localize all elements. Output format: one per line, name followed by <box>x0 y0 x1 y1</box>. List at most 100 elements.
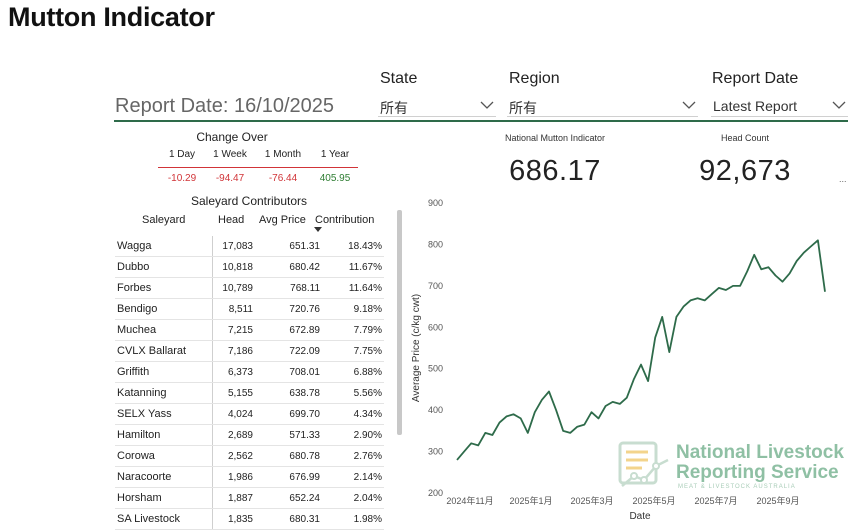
table-row[interactable]: SA Livestock 1,835 680.31 1.98% <box>115 508 384 530</box>
saleyard-cell: Katanning <box>115 382 213 404</box>
contribution-cell: 4.34% <box>322 403 384 425</box>
col-header-saleyard[interactable]: Saleyard <box>142 214 186 226</box>
contribution-cell: 7.75% <box>322 340 384 362</box>
table-row[interactable]: Naracoorte 1,986 676.99 2.14% <box>115 466 384 488</box>
contribution-cell: 18.43% <box>322 236 384 257</box>
price-line-chart: 200 300 400 500 600 700 800 900 2024年11月 2025年1月 2… <box>411 198 826 520</box>
series-line <box>456 239 826 461</box>
table-row[interactable]: Corowa 2,562 680.78 2.76% <box>115 445 384 467</box>
avg-price-cell: 638.78 <box>255 382 322 404</box>
watermark-line3: MEAT & LIVESTOCK AUSTRALIA <box>678 484 796 490</box>
saleyard-cell: Griffith <box>115 361 213 383</box>
table-row[interactable]: Katanning 5,155 638.78 5.56% <box>115 382 384 404</box>
head-count-label: Head Count <box>720 133 770 143</box>
saleyard-cell: Wagga <box>115 236 213 257</box>
watermark-line1: National Livestock <box>676 442 844 463</box>
col-header-head[interactable]: Head <box>218 214 245 226</box>
head-cell: 6,373 <box>212 361 255 383</box>
contribution-cell: 2.04% <box>322 487 384 509</box>
y-tick-label: 600 <box>428 322 443 332</box>
nlrs-logo-icon <box>618 441 669 487</box>
change-1-day: -10.29 <box>167 173 197 184</box>
report-date-filter-label: Report Date <box>712 70 799 87</box>
saleyard-cell: Horsham <box>115 487 213 509</box>
y-tick-label: 500 <box>428 364 443 374</box>
state-dropdown[interactable]: 所有 <box>378 95 496 117</box>
avg-price-cell: 680.42 <box>255 256 322 278</box>
contribution-cell: 7.79% <box>322 319 384 341</box>
state-dropdown-value: 所有 <box>380 100 408 116</box>
region-dropdown[interactable]: 所有 <box>507 95 698 117</box>
table-row[interactable]: Hamilton 2,689 571.33 2.90% <box>115 424 384 446</box>
x-tick-label: 2025年9月 <box>756 495 799 506</box>
saleyard-cell: CVLX Ballarat <box>115 340 213 362</box>
more-options-icon[interactable]: ... <box>839 174 847 184</box>
saleyard-cell: Forbes <box>115 277 213 299</box>
head-cell: 17,083 <box>212 236 255 257</box>
table-row[interactable]: Horsham 1,887 652.24 2.04% <box>115 487 384 509</box>
y-tick-label: 700 <box>428 281 443 291</box>
avg-price-cell: 680.31 <box>255 508 322 530</box>
period-1-week: 1 Week <box>213 149 247 160</box>
y-axis-label: Average Price (c/kg cwt) <box>411 294 422 402</box>
avg-price-cell: 768.11 <box>255 277 322 299</box>
contribution-cell: 9.18% <box>322 298 384 320</box>
page-title: Mutton Indicator <box>8 2 215 32</box>
change-1-year: 405.95 <box>319 173 351 184</box>
saleyard-cell: Dubbo <box>115 256 213 278</box>
x-tick-label: 2025年1月 <box>509 495 552 506</box>
table-scrollbar[interactable] <box>397 210 402 435</box>
col-header-contribution[interactable]: Contribution <box>315 214 375 226</box>
watermark-line2: Reporting Service <box>676 462 839 483</box>
contributors-table: Wagga 17,083 651.31 18.43% Dubbo 10,818 680.42… <box>115 236 384 530</box>
avg-price-cell: 652.24 <box>255 487 322 509</box>
saleyard-cell: Bendigo <box>115 298 213 320</box>
avg-price-cell: 720.76 <box>255 298 322 320</box>
chevron-down-icon <box>832 101 846 109</box>
table-row[interactable]: Dubbo 10,818 680.42 11.67% <box>115 256 384 278</box>
avg-price-cell: 571.33 <box>255 424 322 446</box>
x-axis-label: Date <box>629 511 651 520</box>
change-over-rule <box>158 167 358 168</box>
head-cell: 2,562 <box>212 445 255 467</box>
table-row[interactable]: Wagga 17,083 651.31 18.43% <box>115 236 384 257</box>
head-cell: 10,818 <box>212 256 255 278</box>
avg-price-cell: 672.89 <box>255 319 322 341</box>
avg-price-cell: 680.78 <box>255 445 322 467</box>
avg-price-cell: 722.09 <box>255 340 322 362</box>
change-1-month: -76.44 <box>268 173 298 184</box>
table-row[interactable]: Bendigo 8,511 720.76 9.18% <box>115 298 384 320</box>
table-row[interactable]: Muchea 7,215 672.89 7.79% <box>115 319 384 341</box>
chevron-down-icon <box>480 101 494 109</box>
head-cell: 2,689 <box>212 424 255 446</box>
y-tick-label: 200 <box>428 488 443 498</box>
head-cell: 5,155 <box>212 382 255 404</box>
saleyard-cell: Hamilton <box>115 424 213 446</box>
table-row[interactable]: CVLX Ballarat 7,186 722.09 7.75% <box>115 340 384 362</box>
avg-price-cell: 708.01 <box>255 361 322 383</box>
table-row[interactable]: Forbes 10,789 768.11 11.64% <box>115 277 384 299</box>
region-dropdown-value: 所有 <box>509 100 537 116</box>
contributors-title: Saleyard Contributors <box>190 194 308 208</box>
contribution-cell: 11.64% <box>322 277 384 299</box>
contribution-cell: 2.90% <box>322 424 384 446</box>
table-row[interactable]: SELX Yass 4,024 699.70 4.34% <box>115 403 384 425</box>
avg-price-cell: 651.31 <box>255 236 322 257</box>
contribution-cell: 5.56% <box>322 382 384 404</box>
head-cell: 1,835 <box>212 508 255 530</box>
region-filter-label: Region <box>509 70 560 87</box>
report-date-text: Report Date: 16/10/2025 <box>115 95 335 117</box>
col-header-avg-price[interactable]: Avg Price <box>259 214 306 226</box>
avg-price-cell: 699.70 <box>255 403 322 425</box>
header-divider <box>114 120 848 122</box>
table-row[interactable]: Griffith 6,373 708.01 6.88% <box>115 361 384 383</box>
avg-price-cell: 676.99 <box>255 466 322 488</box>
x-tick-label: 2025年5月 <box>632 495 675 506</box>
x-tick-label: 2025年7月 <box>694 495 737 506</box>
report-date-dropdown[interactable]: Latest Report <box>711 95 848 117</box>
saleyard-cell: SELX Yass <box>115 403 213 425</box>
y-tick-label: 900 <box>428 198 443 208</box>
sort-desc-icon[interactable] <box>314 227 322 233</box>
saleyard-cell: Muchea <box>115 319 213 341</box>
change-over-title: Change Over <box>196 130 268 144</box>
